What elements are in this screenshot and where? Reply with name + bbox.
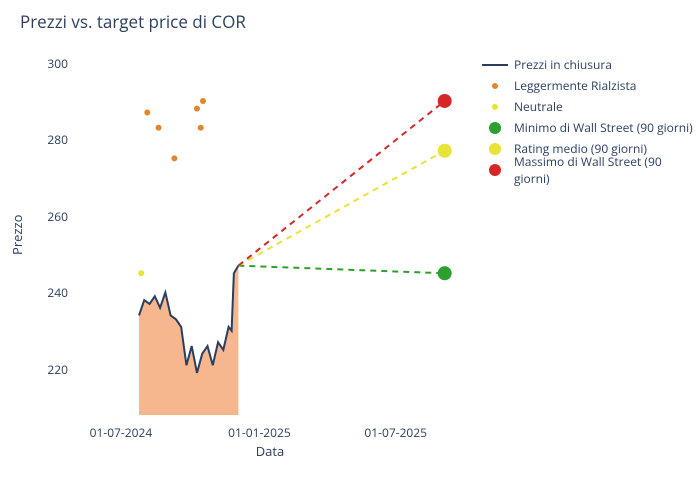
plot-svg [75,55,465,415]
y-tick-label: 300 [8,55,68,72]
legend-item-prezzi[interactable]: Prezzi in chiusura [480,55,695,74]
chart-title: Prezzi vs. target price di COR [20,10,246,33]
legend-item-minimo[interactable]: Minimo di Wall Street (90 giorni) [480,118,695,137]
x-tick-label: 01-01-2025 [219,424,299,441]
x-axis-label: Data [75,442,465,460]
chart-container: Prezzi vs. target price di COR Prezzo Da… [0,0,700,500]
y-tick-label: 280 [8,131,68,148]
legend-label: Leggermente Rialzista [514,77,636,94]
legend-label: Massimo di Wall Street (90 giorni) [514,153,695,187]
legend-swatch [480,59,510,71]
legend-item-massimo[interactable]: Massimo di Wall Street (90 giorni) [480,160,695,179]
legend-swatch [480,142,510,156]
legend-label: Minimo di Wall Street (90 giorni) [514,119,693,136]
legend: Prezzi in chiusura Leggermente Rialzista N… [480,55,695,181]
y-tick-label: 260 [8,208,68,225]
legend-swatch [480,101,510,113]
y-tick-label: 240 [8,284,68,301]
plot-area [75,55,465,415]
legend-item-bullish[interactable]: Leggermente Rialzista [480,76,695,95]
y-tick-label: 220 [8,361,68,378]
legend-label: Prezzi in chiusura [514,56,612,73]
x-tick-label: 01-07-2024 [81,424,161,441]
legend-item-neutral[interactable]: Neutrale [480,97,695,116]
legend-swatch [480,163,510,177]
x-tick-label: 01-07-2025 [356,424,436,441]
legend-swatch [480,80,510,92]
legend-swatch [480,121,510,135]
legend-label: Neutrale [514,98,563,115]
